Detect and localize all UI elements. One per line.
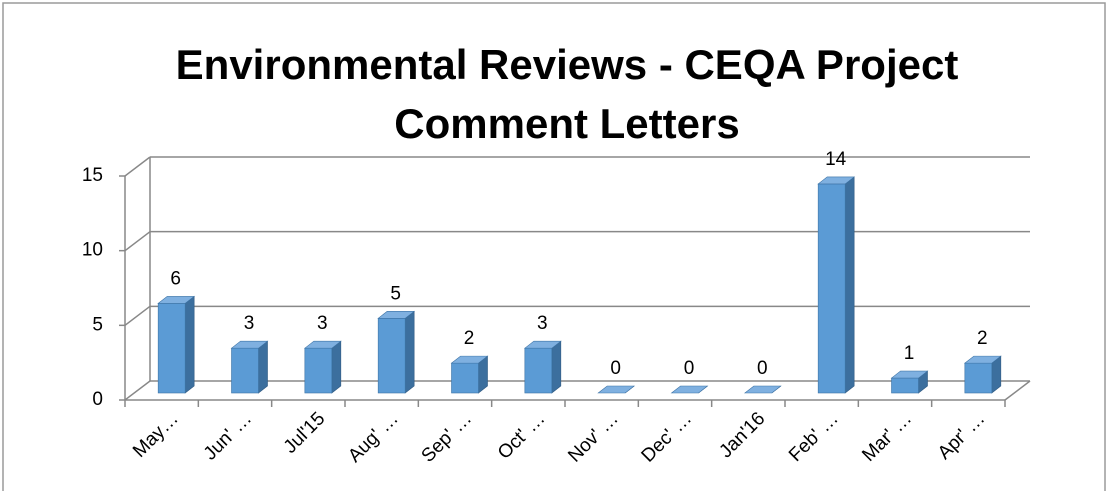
bar-front — [231, 347, 259, 394]
x-tick-label: Jul'15 — [280, 408, 330, 458]
value-label: 14 — [825, 149, 847, 170]
value-label: 0 — [684, 358, 695, 379]
bar-top — [450, 355, 489, 364]
bar-front — [304, 347, 333, 394]
value-label: 1 — [904, 343, 915, 364]
bar-front — [964, 362, 993, 394]
x-tick-label: Mar' … — [858, 408, 916, 466]
value-label: 0 — [757, 358, 768, 379]
bar — [157, 295, 196, 394]
bar — [743, 385, 782, 394]
grid-diagonal — [124, 305, 151, 326]
bar-top — [963, 355, 1002, 364]
bar-top — [157, 296, 196, 304]
bar — [597, 385, 636, 394]
x-tick-label: Jan'16 — [715, 408, 769, 462]
bar-front — [891, 377, 919, 394]
x-tick-label: Dec' … — [638, 408, 696, 466]
bar-top — [743, 385, 782, 394]
bar — [230, 340, 269, 394]
y-tick-label: 5 — [92, 314, 103, 335]
x-tick-label: Aug' … — [344, 408, 402, 466]
bar-front — [377, 318, 406, 394]
value-label: 0 — [610, 358, 621, 379]
bar — [303, 340, 342, 394]
x-tick-label: Sep' … — [418, 408, 476, 466]
bar-side — [551, 340, 562, 394]
bar-top — [597, 385, 636, 394]
grid-diagonal — [124, 156, 151, 177]
grid-diagonal — [124, 380, 151, 401]
value-label: 5 — [390, 283, 401, 304]
bar-side — [331, 340, 342, 394]
bar — [450, 355, 489, 394]
bar-side — [844, 176, 855, 394]
bar-top — [670, 385, 709, 394]
bar — [817, 176, 856, 394]
bar-top — [890, 370, 929, 379]
value-label: 6 — [170, 268, 181, 289]
bar-front — [451, 362, 479, 394]
bar-top — [230, 340, 269, 349]
bar — [377, 310, 416, 394]
bar-top — [817, 176, 856, 185]
value-label: 2 — [977, 328, 988, 349]
floor-right — [1004, 380, 1031, 401]
bar-side — [404, 310, 415, 394]
value-label: 3 — [244, 313, 255, 334]
y-tick-label: 10 — [82, 240, 103, 261]
value-label: 3 — [537, 313, 548, 334]
value-label: 3 — [317, 313, 328, 334]
bar-front — [157, 303, 186, 394]
x-tick-label: Nov' … — [564, 408, 622, 466]
bar-front — [817, 183, 846, 394]
bar — [670, 385, 709, 394]
y-tick-label: 0 — [92, 389, 103, 410]
bar-side — [258, 340, 268, 394]
bar — [890, 370, 929, 394]
x-tick-label: Feb' … — [785, 408, 843, 466]
y-tick-label: 15 — [82, 165, 103, 186]
x-tick-label: May… — [129, 408, 183, 462]
value-label: 2 — [464, 328, 475, 349]
chart-title: Environmental Reviews - CEQA Project Comm… — [176, 41, 959, 147]
bar-top — [523, 340, 562, 349]
bar-top — [303, 340, 342, 349]
x-tick-label: Jun' … — [200, 408, 256, 464]
bar-side — [184, 295, 195, 394]
x-tick-label: Oct' … — [494, 408, 549, 463]
bar-top — [377, 311, 416, 319]
x-tick-label: Apr' … — [934, 408, 989, 463]
bar — [963, 355, 1002, 394]
bar — [523, 340, 562, 394]
bar-front — [524, 347, 553, 394]
grid-diagonal — [124, 231, 151, 252]
